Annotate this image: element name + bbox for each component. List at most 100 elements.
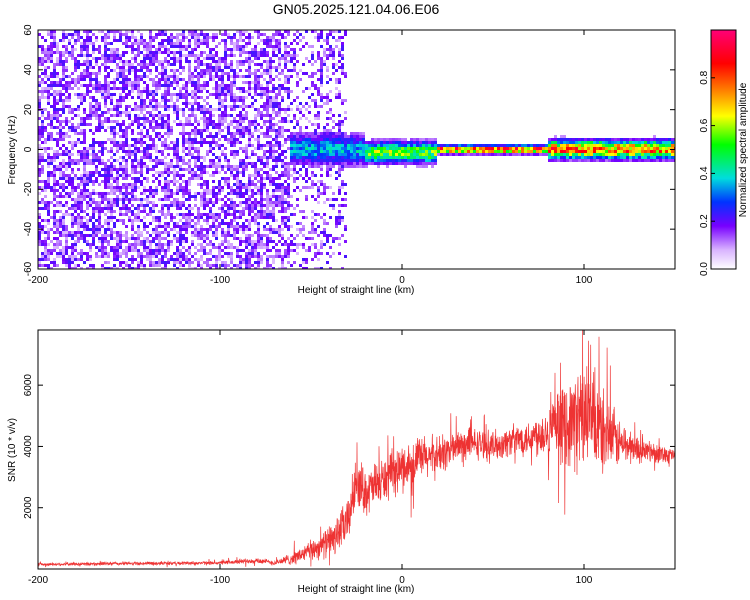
heatmap-cell — [287, 51, 290, 54]
heatmap-cell — [122, 132, 125, 135]
heatmap-cell — [170, 63, 173, 66]
heatmap-cell — [77, 108, 80, 111]
heatmap-cell — [143, 228, 146, 231]
heatmap-cell — [272, 147, 275, 150]
heatmap-cell — [140, 117, 143, 120]
heatmap-cell — [95, 108, 98, 111]
heatmap-cell — [257, 267, 260, 269]
heatmap-cell — [149, 264, 152, 267]
heatmap-cell — [281, 132, 284, 135]
heatmap-cell — [179, 108, 182, 111]
heatmap-cell — [101, 255, 104, 258]
heatmap-cell — [110, 213, 113, 216]
heatmap-cell — [320, 168, 323, 171]
heatmap-cell — [212, 147, 215, 150]
heatmap-cell — [113, 36, 116, 39]
heatmap-cell — [89, 195, 92, 198]
heatmap-cell — [191, 132, 194, 135]
heatmap-cell — [203, 246, 206, 249]
heatmap-cell — [125, 207, 128, 210]
heatmap-cell — [152, 36, 155, 39]
heatmap-cell — [152, 93, 155, 96]
heatmap-cell — [233, 141, 236, 144]
heatmap-cell — [113, 225, 116, 228]
heatmap-cell — [233, 210, 236, 213]
heatmap-cell — [56, 90, 59, 93]
heatmap-cell — [179, 48, 182, 51]
heatmap-cell — [332, 72, 335, 75]
heatmap-cell — [92, 237, 95, 240]
heatmap-cell — [65, 87, 68, 90]
heatmap-cell — [215, 192, 218, 195]
heatmap-cell — [212, 225, 215, 228]
heatmap-cell — [335, 150, 338, 153]
heatmap-cell — [56, 144, 59, 147]
heatmap-cell — [83, 120, 86, 123]
heatmap-cell — [308, 60, 311, 63]
heatmap-cell — [293, 237, 296, 240]
heatmap-cell — [251, 219, 254, 222]
heatmap-cell — [59, 57, 62, 60]
heatmap-cell — [236, 210, 239, 213]
heatmap-cell — [137, 117, 140, 120]
heatmap-cell — [245, 261, 248, 264]
heatmap-cell — [44, 60, 47, 63]
heatmap-cell — [128, 243, 131, 246]
heatmap-cell — [173, 72, 176, 75]
heatmap-cell — [167, 51, 170, 54]
heatmap-cell — [200, 84, 203, 87]
heatmap-cell — [239, 258, 242, 261]
heatmap-cell — [332, 54, 335, 57]
heatmap-cell — [113, 141, 116, 144]
heatmap-cell — [200, 75, 203, 78]
heatmap-cell — [191, 30, 194, 33]
heatmap-cell — [80, 156, 83, 159]
heatmap-cell — [149, 207, 152, 210]
heatmap-cell — [287, 90, 290, 93]
heatmap-cell — [320, 165, 323, 168]
heatmap-cell — [152, 159, 155, 162]
heatmap-cell — [185, 168, 188, 171]
heatmap-cell — [122, 207, 125, 210]
heatmap-cell — [263, 177, 266, 180]
heatmap-cell — [224, 195, 227, 198]
heatmap-cell — [140, 171, 143, 174]
heatmap-cell — [161, 141, 164, 144]
heatmap-cell — [107, 81, 110, 84]
heatmap-cell — [125, 159, 128, 162]
heatmap-cell — [242, 258, 245, 261]
heatmap-cell — [284, 225, 287, 228]
heatmap-cell — [47, 45, 50, 48]
heatmap-cell — [347, 153, 350, 156]
heatmap-cell — [80, 258, 83, 261]
heatmap-cell — [263, 120, 266, 123]
heatmap-cell — [170, 171, 173, 174]
heatmap-cell — [242, 120, 245, 123]
heatmap-cell — [128, 117, 131, 120]
heatmap-cell — [44, 51, 47, 54]
heatmap-cell — [176, 159, 179, 162]
heatmap-cell — [254, 249, 257, 252]
heatmap-cell — [263, 165, 266, 168]
heatmap-cell — [251, 204, 254, 207]
heatmap-cell — [203, 228, 206, 231]
heatmap-cell — [209, 252, 212, 255]
heatmap-cell — [158, 150, 161, 153]
heatmap-cell — [227, 132, 230, 135]
heatmap-cell — [233, 153, 236, 156]
heatmap-cell — [98, 45, 101, 48]
heatmap-cell — [272, 177, 275, 180]
heatmap-cell — [242, 114, 245, 117]
heatmap-cell — [242, 96, 245, 99]
heatmap-cell — [314, 219, 317, 222]
heatmap-cell — [95, 204, 98, 207]
heatmap-cell — [122, 135, 125, 138]
heatmap-cell — [326, 162, 329, 165]
heatmap-cell — [38, 57, 41, 60]
heatmap-cell — [56, 138, 59, 141]
heatmap-cell — [242, 147, 245, 150]
heatmap-cell — [122, 84, 125, 87]
heatmap-cell — [101, 153, 104, 156]
heatmap-cell — [128, 147, 131, 150]
heatmap-cell — [50, 45, 53, 48]
